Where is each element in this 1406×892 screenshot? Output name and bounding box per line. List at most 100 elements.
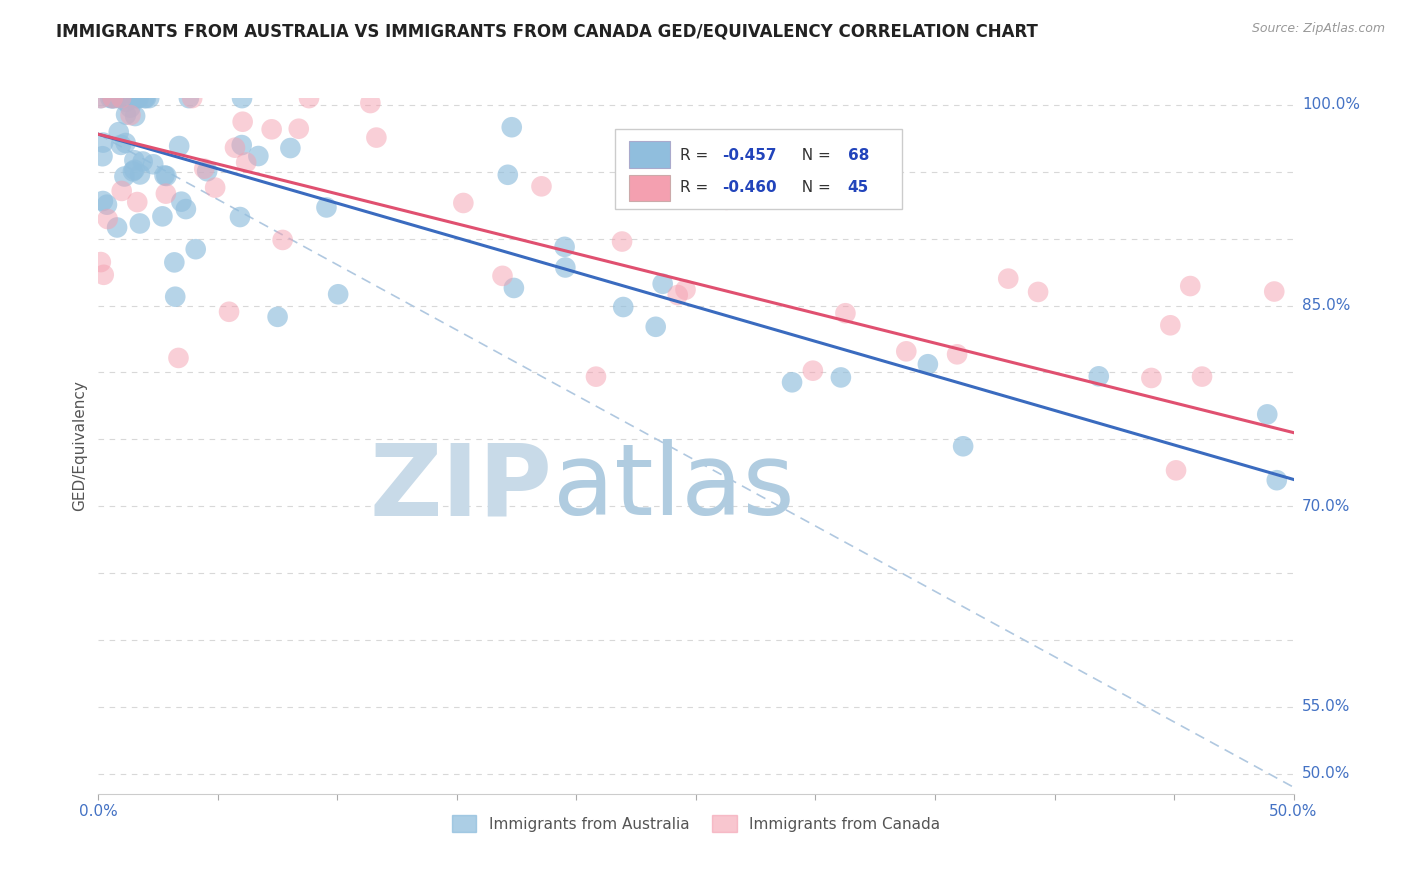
Point <box>135 91 157 105</box>
Point <box>90 91 112 105</box>
Point <box>830 370 852 384</box>
Point <box>229 210 252 224</box>
Point <box>218 305 240 319</box>
Point <box>96 197 118 211</box>
Point <box>105 220 128 235</box>
Point <box>101 91 124 105</box>
Point <box>122 164 145 178</box>
Point <box>181 91 204 105</box>
Point <box>801 364 824 378</box>
Text: N =: N = <box>792 180 835 195</box>
Point <box>93 268 115 282</box>
Point <box>247 149 270 163</box>
Point <box>260 122 283 136</box>
Point <box>834 306 856 320</box>
Point <box>90 91 112 105</box>
Text: N =: N = <box>792 147 835 162</box>
Point <box>111 184 134 198</box>
Point <box>232 114 254 128</box>
Point <box>114 169 136 184</box>
Text: R =: R = <box>681 180 714 195</box>
Point <box>780 376 803 390</box>
Text: 45: 45 <box>848 180 869 195</box>
Point <box>167 351 190 365</box>
Point <box>174 202 197 216</box>
Point <box>107 125 129 139</box>
Point <box>501 120 523 135</box>
Point <box>491 268 513 283</box>
Point <box>231 138 253 153</box>
Point <box>235 155 257 169</box>
Point <box>280 141 302 155</box>
Point <box>120 101 142 115</box>
Point <box>1159 318 1181 333</box>
Point <box>224 141 246 155</box>
Point <box>1140 371 1163 385</box>
Point <box>101 91 124 105</box>
Point <box>163 255 186 269</box>
Point <box>644 319 666 334</box>
Text: 70.0%: 70.0% <box>1302 499 1350 514</box>
Point <box>91 136 114 150</box>
Point <box>946 347 969 361</box>
Point <box>453 196 475 211</box>
Point <box>124 109 146 123</box>
Point <box>496 168 519 182</box>
Point <box>1256 408 1278 422</box>
Point <box>128 91 150 105</box>
Point <box>110 137 132 152</box>
Text: Source: ZipAtlas.com: Source: ZipAtlas.com <box>1251 22 1385 36</box>
Point <box>107 91 129 105</box>
Text: atlas: atlas <box>553 439 794 536</box>
Point <box>610 235 633 249</box>
Point <box>155 169 177 183</box>
Point <box>1026 285 1049 299</box>
Point <box>165 290 187 304</box>
Point <box>124 153 146 168</box>
Point <box>142 157 165 171</box>
Point <box>110 91 132 105</box>
Point <box>666 288 689 302</box>
Point <box>896 344 918 359</box>
Point <box>554 260 576 275</box>
Text: -0.457: -0.457 <box>723 147 776 162</box>
Point <box>184 242 207 256</box>
Point <box>328 287 350 301</box>
Point <box>1180 279 1202 293</box>
FancyBboxPatch shape <box>628 142 669 168</box>
Point <box>124 162 146 177</box>
Point <box>366 130 388 145</box>
Point <box>167 139 190 153</box>
Point <box>745 152 768 166</box>
Point <box>554 240 576 254</box>
Point <box>120 108 142 122</box>
Point <box>530 179 553 194</box>
Point <box>1164 463 1187 477</box>
Point <box>204 180 226 194</box>
Point <box>271 233 294 247</box>
Point <box>651 277 673 291</box>
Point <box>138 91 160 105</box>
Point <box>716 193 738 207</box>
Point <box>675 283 697 297</box>
Legend: Immigrants from Australia, Immigrants from Canada: Immigrants from Australia, Immigrants fr… <box>446 808 946 838</box>
Point <box>128 217 150 231</box>
Text: 68: 68 <box>848 147 869 162</box>
Point <box>153 169 176 183</box>
Point <box>952 439 974 453</box>
Point <box>103 91 125 105</box>
Point <box>997 271 1019 285</box>
Point <box>1087 369 1109 384</box>
Point <box>585 369 607 384</box>
Point <box>125 91 148 105</box>
Point <box>131 154 153 169</box>
Point <box>612 300 634 314</box>
Text: 55.0%: 55.0% <box>1302 699 1350 714</box>
Point <box>98 91 121 105</box>
Text: IMMIGRANTS FROM AUSTRALIA VS IMMIGRANTS FROM CANADA GED/EQUIVALENCY CORRELATION : IMMIGRANTS FROM AUSTRALIA VS IMMIGRANTS … <box>56 22 1038 40</box>
Point <box>502 281 524 295</box>
Text: ZIP: ZIP <box>370 439 553 536</box>
Point <box>637 158 659 172</box>
Point <box>101 91 124 105</box>
FancyBboxPatch shape <box>628 175 669 202</box>
